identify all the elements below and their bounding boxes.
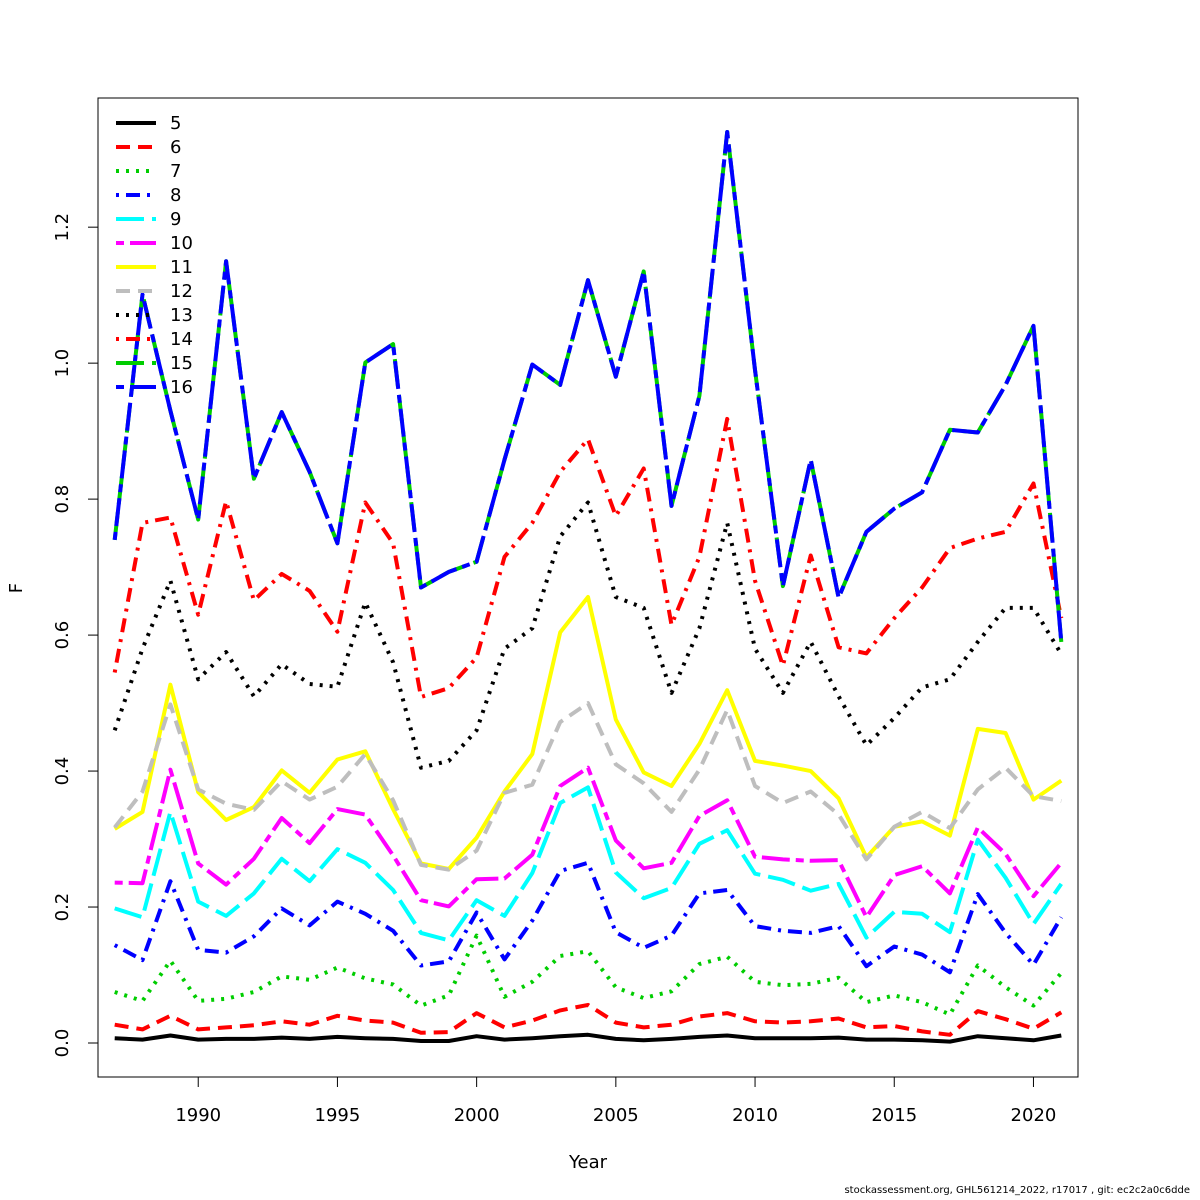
y-tick-label: 0.8 <box>52 485 73 514</box>
x-tick-label: 2020 <box>1011 1105 1057 1126</box>
y-tick-label: 0.2 <box>52 893 73 922</box>
x-tick-label: 2000 <box>454 1105 500 1126</box>
series-line-12 <box>113 701 1062 872</box>
footer-note: stockassessment.org, GHL561214_2022, r17… <box>844 1185 1190 1196</box>
x-axis-title: Year <box>568 1152 608 1173</box>
y-tick-label: 0.6 <box>52 621 73 650</box>
series-line-5 <box>114 1032 1062 1044</box>
legend-label-8: 8 <box>170 185 181 206</box>
legend-label-13: 13 <box>170 305 193 326</box>
series-line-8 <box>113 860 1064 975</box>
legend-label-12: 12 <box>170 281 193 302</box>
plot-frame <box>97 97 1079 1078</box>
legend: 5 6 7 8 9 10 11 12 13 14 15 16 <box>116 113 193 398</box>
series-line-9 <box>114 785 1063 943</box>
legend-label-16: 16 <box>170 377 193 398</box>
x-tick-label: 1990 <box>175 1105 221 1126</box>
legend-label-7: 7 <box>170 161 181 182</box>
y-axis: 0.0 0.2 0.4 0.6 0.8 1.0 1.2 <box>52 213 99 1058</box>
y-axis-title: F <box>6 583 27 593</box>
series-line-11 <box>113 595 1063 871</box>
y-tick-label: 0.0 <box>52 1029 73 1058</box>
y-tick-label: 1.2 <box>52 213 73 242</box>
series-line-6 <box>114 1002 1063 1037</box>
series-line-10 <box>114 765 1063 920</box>
legend-label-14: 14 <box>170 329 193 350</box>
series-line-14 <box>112 416 1064 699</box>
x-tick-label: 2005 <box>593 1105 639 1126</box>
series-line-13 <box>112 500 1064 770</box>
legend-label-10: 10 <box>170 233 193 254</box>
y-tick-label: 0.4 <box>52 757 73 786</box>
series-line-7 <box>114 933 1063 1017</box>
legend-label-6: 6 <box>170 137 181 158</box>
legend-label-5: 5 <box>170 113 181 134</box>
legend-label-9: 9 <box>170 209 181 230</box>
x-tick-label: 1995 <box>315 1105 361 1126</box>
y-tick-label: 1.0 <box>52 349 73 378</box>
legend-label-11: 11 <box>170 257 193 278</box>
series-line-16 <box>112 130 1064 643</box>
x-tick-label: 2015 <box>871 1105 917 1126</box>
series-layer <box>112 130 1064 1044</box>
x-tick-label: 2010 <box>732 1105 778 1126</box>
legend-label-15: 15 <box>170 353 193 374</box>
x-axis: 1990 1995 2000 2005 2010 2015 2020 <box>175 1076 1057 1126</box>
series-line-15 <box>112 130 1064 643</box>
